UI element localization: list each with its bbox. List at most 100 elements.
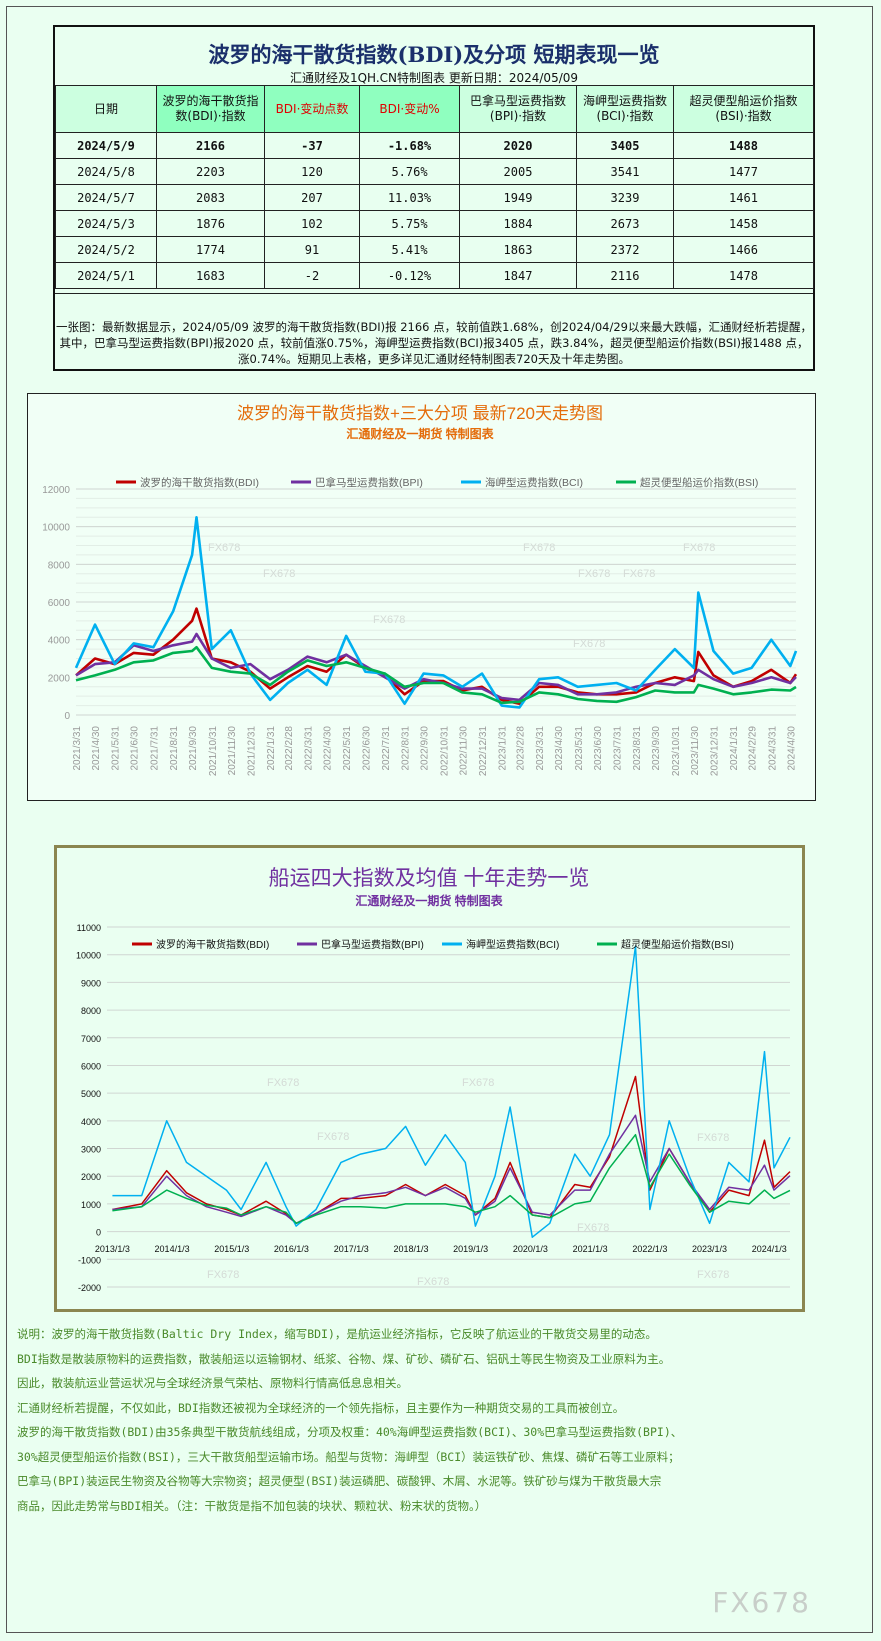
cell-bdi: 2166: [156, 132, 265, 159]
x-tick-label: 2021/7/31: [149, 726, 160, 771]
table-row: 2024/5/1 1683 -2 -0.12% 1847 2116 1478: [55, 262, 814, 289]
y-tick-label: 2000: [48, 673, 71, 684]
cell-bpi: 1949: [459, 184, 577, 211]
x-tick-label: 2023/5/31: [574, 726, 585, 771]
watermark-text: FX678: [207, 1269, 239, 1281]
series-line-bpi: [75, 632, 797, 702]
cell-bci: 2673: [576, 210, 674, 237]
table-header-row: 日期 波罗的海干散货指数(BDI)·指数 BDI·变动点数 BDI·变动% 巴拿…: [55, 85, 814, 133]
legend-label: 海岬型运费指数(BCI): [485, 476, 583, 489]
cell-bsi: 1458: [673, 210, 814, 237]
y-tick-label: 6000: [48, 598, 71, 609]
table-row: 2024/5/3 1876 102 5.75% 1884 2673 1458: [55, 210, 814, 237]
watermark-text: FX678: [577, 1222, 609, 1234]
description-line: 汇通财经析若提醒，不仅如此，BDI指数还被视为全球经济的一个领先指标，且主要作为…: [17, 1400, 625, 1415]
x-tick-label: 2022/1/31: [266, 726, 277, 771]
watermark-text: FX678: [417, 1276, 449, 1288]
description-line: 巴拿马(BPI)装运民生物资及谷物等大宗物资；超灵便型(BSI)装运磷肥、碳酸钾…: [17, 1474, 662, 1488]
page-frame: [6, 6, 873, 1633]
cell-bdi-change: -37: [264, 132, 360, 159]
x-tick-label: 2015/1/3: [214, 1244, 249, 1254]
x-tick-label: 2022/11/30: [458, 726, 469, 776]
x-tick-label: 2024/3/31: [767, 726, 778, 771]
watermark-text: FX678: [208, 542, 240, 554]
y-tick-label: 8000: [48, 560, 71, 571]
chart-ten-year: 船运四大指数及均值 十年走势一览 汇通财经及一期货 特制图表 -2000 -1000 0…: [54, 845, 805, 1312]
header-bpi: 巴拿马型运费指数(BPI)·指数: [459, 85, 577, 133]
series-line-bci: [112, 945, 791, 1238]
cell-bci: 3239: [576, 184, 674, 211]
table-row: 2024/5/2 1774 91 5.41% 1863 2372 1466: [55, 236, 814, 263]
x-tick-label: 2021/12/31: [246, 726, 257, 776]
table-note: 一张图：最新数据显示，2024/05/09 波罗的海干散货指数(BDI)报 21…: [55, 293, 813, 369]
x-tick-label: 2017/1/3: [334, 1244, 369, 1254]
watermark-text: FX678: [523, 542, 555, 554]
cell-bci: 3541: [576, 158, 674, 185]
cell-bci: 3405: [576, 132, 674, 159]
x-tick-label: 2021/5/31: [111, 726, 122, 771]
y-tick-label: 0: [96, 1228, 101, 1238]
x-tick-label: 2013/1/3: [95, 1244, 130, 1254]
y-tick-label: 6000: [81, 1061, 101, 1071]
x-tick-label: 2023/7/31: [612, 726, 623, 771]
x-tick-label: 2021/3/31: [72, 726, 83, 771]
watermark-text: FX678: [462, 1077, 494, 1089]
cell-bdi: 2203: [156, 158, 265, 185]
x-tick-label: 2014/1/3: [155, 1244, 190, 1254]
cell-bdi-change: 207: [264, 184, 360, 211]
description-line: 说明：波罗的海干散货指数(Baltic Dry Index，缩写BDI)，是航运…: [17, 1327, 657, 1341]
watermark-text: FX678: [683, 542, 715, 554]
watermark-text: FX678: [317, 1131, 349, 1143]
y-tick-label: 1000: [81, 1200, 101, 1210]
description-line: 商品，因此走势常与BDI相关。（注：干散货是指不加包装的块状、颗粒状、粉末状的货…: [17, 1498, 487, 1513]
x-tick-label: 2023/6/30: [593, 726, 604, 771]
cell-bsi: 1478: [673, 262, 814, 289]
x-tick-label: 2022/4/30: [323, 726, 334, 771]
x-tick-label: 2024/1/31: [729, 726, 740, 771]
y-tick-label: 8000: [81, 1006, 101, 1016]
bdi-summary-table: 日期 波罗的海干散货指数(BDI)·指数 BDI·变动点数 BDI·变动% 巴拿…: [55, 85, 814, 289]
cell-bdi: 1683: [156, 262, 265, 289]
chart-title: 波罗的海干散货指数+三大分项 最新720天走势图: [237, 404, 603, 423]
y-tick-label: 4000: [81, 1117, 101, 1127]
chart-subtitle: 汇通财经及一期货 特制图表: [346, 426, 494, 441]
watermark-text: FX678: [267, 1077, 299, 1089]
y-tick-label: 10000: [42, 523, 70, 534]
header-bdi: 波罗的海干散货指数(BDI)·指数: [156, 85, 265, 133]
x-tick-label: 2024/2/29: [748, 726, 759, 771]
legend-label: 巴拿马型运费指数(BPI): [315, 476, 423, 489]
watermark-text: FX678: [373, 614, 405, 626]
x-tick-label: 2022/10/31: [439, 726, 450, 776]
y-tick-label: 12000: [42, 485, 70, 496]
cell-date: 2024/5/1: [55, 262, 157, 289]
series-line-bsi: [112, 1133, 791, 1225]
watermark-text: FX678: [263, 568, 295, 580]
x-tick-label: 2023/8/31: [632, 726, 643, 771]
table-row: 2024/5/9 2166 -37 -1.68% 2020 3405 1488: [55, 132, 814, 159]
series-line-bdi: [112, 1075, 791, 1225]
cell-date: 2024/5/7: [55, 184, 157, 211]
cell-bdi-change: -2: [264, 262, 360, 289]
watermark-logo: FX678: [712, 1586, 811, 1619]
x-tick-label: 2022/1/3: [632, 1244, 667, 1254]
cell-bdi-change: 91: [264, 236, 360, 263]
cell-bdi-change-pct: 5.41%: [359, 236, 460, 263]
y-tick-label: 9000: [81, 978, 101, 988]
x-tick-label: 2023/4/30: [554, 726, 565, 771]
x-tick-label: 2018/1/3: [393, 1244, 428, 1254]
cell-bpi: 1847: [459, 262, 577, 289]
y-tick-label: -2000: [78, 1283, 101, 1293]
table-title: 波罗的海干散货指数(BDI)及分项 短期表现一览: [208, 42, 660, 67]
cell-bdi: 1876: [156, 210, 265, 237]
x-tick-label: 2020/1/3: [513, 1244, 548, 1254]
description-line: 30%超灵便型船运价指数(BSI)，三大干散货船型运输市场。船型与货物：海岬型（…: [17, 1449, 680, 1464]
y-tick-label: 0: [64, 711, 70, 722]
x-tick-label: 2021/8/31: [169, 726, 180, 771]
cell-bdi: 1774: [156, 236, 265, 263]
x-tick-label: 2022/5/31: [342, 726, 353, 771]
x-tick-label: 2021/9/30: [188, 726, 199, 771]
cell-bsi: 1466: [673, 236, 814, 263]
x-tick-label: 2023/2/28: [515, 726, 526, 771]
header-bdi-change: BDI·变动点数: [264, 85, 360, 133]
x-tick-label: 2016/1/3: [274, 1244, 309, 1254]
